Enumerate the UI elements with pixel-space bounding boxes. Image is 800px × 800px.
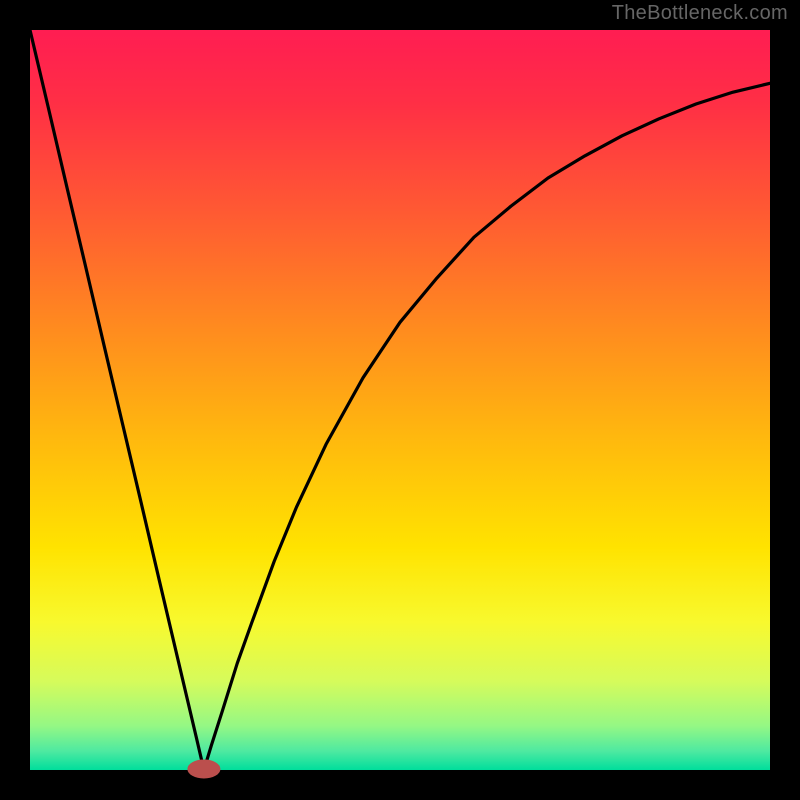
optimal-marker bbox=[188, 760, 220, 778]
bottleneck-chart bbox=[0, 0, 800, 800]
watermark-text: TheBottleneck.com bbox=[612, 2, 788, 25]
chart-stage: TheBottleneck.com bbox=[0, 0, 800, 800]
